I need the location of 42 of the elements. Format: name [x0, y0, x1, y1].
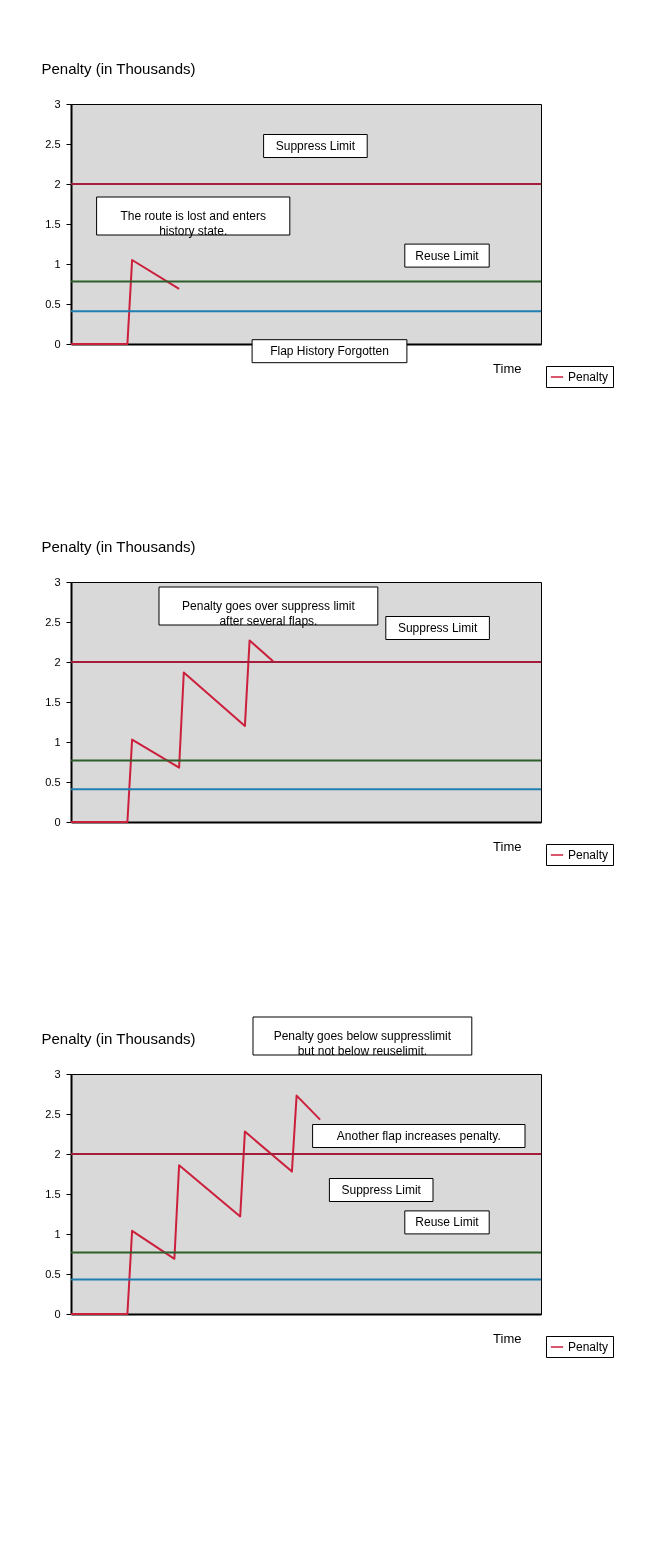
line-series [70, 1094, 322, 1315]
x-axis-title: Time [493, 838, 522, 854]
line-series [70, 639, 275, 823]
y-axis-title: Penalty (in Thousands) [41, 537, 196, 555]
y-tick-label: 1 [54, 735, 61, 748]
y-tick-label: 2.5 [45, 1107, 61, 1120]
legend-label: Penalty [568, 1340, 609, 1354]
y-tick-label: 0.5 [45, 775, 61, 788]
ref-line-label: Suppress Limit [397, 621, 478, 635]
ref-line-label: Flap History Forgotten [270, 344, 389, 359]
y-tick-label: 1 [54, 257, 61, 270]
y-tick-label: 3 [54, 575, 61, 588]
ref-line-label: Suppress Limit [341, 1183, 422, 1197]
y-tick-label: 0 [54, 815, 61, 828]
y-tick-label: 3 [54, 97, 61, 110]
y-axis-title: Penalty (in Thousands) [41, 1029, 196, 1047]
annotation: The route is lost and enters history state. [120, 209, 266, 238]
ref-line-label: Reuse Limit [415, 1215, 480, 1230]
legend-label: Penalty [568, 848, 609, 862]
y-tick-label: 0 [54, 1307, 61, 1320]
y-tick-label: 1.5 [45, 217, 61, 230]
y-tick-label: 2.5 [45, 615, 61, 628]
y-tick-label: 2.5 [45, 137, 61, 150]
y-tick-label: 2 [54, 1147, 61, 1160]
y-tick-label: 1.5 [45, 695, 61, 708]
ref-line-label: Suppress Limit [275, 139, 356, 153]
y-tick-label: 0 [54, 337, 61, 350]
y-tick-label: 1 [54, 1227, 61, 1240]
legend-label: Penalty [568, 370, 609, 384]
annotation: Penalty goes over suppress limit after several flaps. [182, 599, 356, 628]
y-tick-label: 2 [54, 655, 61, 668]
y-axis-title: Penalty (in Thousands) [41, 59, 196, 77]
y-tick-label: 0.5 [45, 297, 61, 310]
text: Penalty goes below suppresslimit but not below reuselimit. [273, 1029, 452, 1058]
y-tick-label: 0.5 [45, 1267, 61, 1280]
x-axis-title: Time [493, 360, 522, 376]
y-tick-label: 2 [54, 177, 61, 190]
y-tick-label: 3 [54, 1067, 61, 1080]
annotation: Another flap increases penalty. [336, 1129, 501, 1143]
y-tick-label: 1.5 [45, 1187, 61, 1200]
ref-line-label: Reuse Limit [415, 248, 480, 263]
x-axis-title: Time [493, 1330, 522, 1346]
